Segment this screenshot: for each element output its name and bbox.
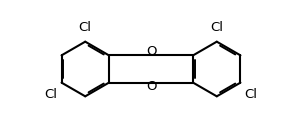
Text: O: O xyxy=(146,80,156,93)
Text: Cl: Cl xyxy=(44,88,57,101)
Text: Cl: Cl xyxy=(210,21,223,34)
Text: O: O xyxy=(146,45,156,58)
Text: Cl: Cl xyxy=(79,21,92,34)
Text: Cl: Cl xyxy=(245,88,258,101)
